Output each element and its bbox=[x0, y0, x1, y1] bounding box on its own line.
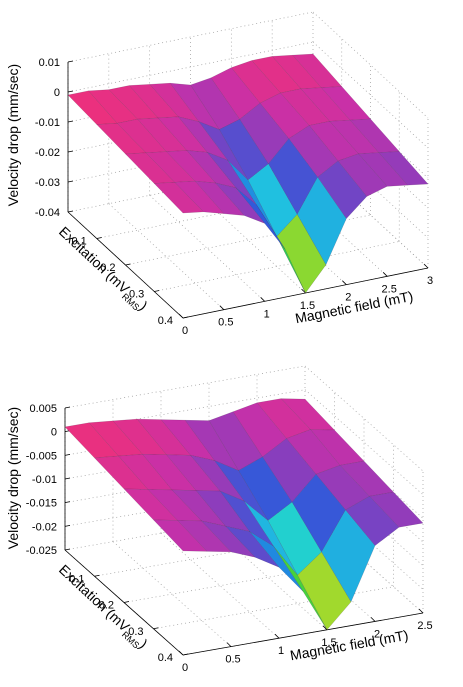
surface-patch bbox=[249, 531, 304, 592]
z-tick-label: -0.02 bbox=[32, 521, 57, 533]
y-tick bbox=[94, 574, 100, 577]
z-tick-label: -0.025 bbox=[26, 545, 57, 557]
surface-patch bbox=[345, 496, 400, 546]
z-tick-label: 0.005 bbox=[29, 403, 57, 415]
grid-line bbox=[64, 507, 306, 551]
x-tick bbox=[226, 642, 232, 647]
surface-patch bbox=[321, 509, 376, 603]
y-tick-label: 0.2 bbox=[100, 262, 115, 274]
y-tick bbox=[154, 290, 160, 292]
x-axis bbox=[182, 612, 424, 656]
grid-line bbox=[64, 436, 306, 480]
y-tick-label: 0.4 bbox=[158, 315, 173, 327]
z-tick-label: 0.01 bbox=[39, 57, 60, 69]
surface-chart: 0.005 0 -0.005 -0.01 -0.015 -0.02 -0.025 0 0.5 1 1… bbox=[5, 365, 433, 674]
x-tick-label: 0.5 bbox=[225, 654, 240, 666]
y-tick-label: 0.1 bbox=[69, 573, 84, 585]
x-tick-label: 1.5 bbox=[300, 300, 315, 312]
x-tick bbox=[178, 650, 184, 656]
x-tick bbox=[418, 608, 424, 614]
surface-chart: 0.01 0 -0.01 -0.02 -0.03 -0.04 0 0.5 1 1.5 2 2.5 3 0.… bbox=[5, 11, 433, 337]
z-tick-label: -0.04 bbox=[35, 207, 60, 219]
surface-patch bbox=[153, 519, 208, 552]
x-tick-label: 2 bbox=[345, 292, 351, 304]
z-tick bbox=[64, 524, 71, 527]
x-tick-label: 1 bbox=[278, 645, 284, 657]
y-axis-label-part: Excitation (mV bbox=[56, 561, 133, 635]
x-tick bbox=[342, 280, 347, 285]
surface-patch bbox=[276, 213, 327, 294]
grid-line bbox=[154, 241, 400, 292]
y-tick-label: 0.1 bbox=[71, 236, 86, 248]
y-tick-label: 0.4 bbox=[158, 652, 173, 664]
z-tick bbox=[67, 120, 74, 123]
x-tick bbox=[423, 263, 429, 269]
x-tick bbox=[301, 288, 306, 294]
z-tick bbox=[67, 60, 74, 63]
z-tick bbox=[67, 90, 74, 93]
x-tick bbox=[370, 617, 376, 622]
z-tick-label: 0 bbox=[51, 427, 57, 439]
y-tick bbox=[182, 653, 189, 656]
z-tick-label: -0.02 bbox=[35, 147, 60, 159]
grid-line bbox=[64, 483, 306, 527]
x-axis-label: Magnetic field (mT) bbox=[294, 288, 415, 327]
grid-line bbox=[123, 560, 365, 603]
z-tick-label: -0.01 bbox=[32, 474, 57, 486]
grid-line bbox=[67, 11, 314, 63]
x-tick bbox=[219, 305, 225, 310]
x-tick-label: 3 bbox=[427, 275, 433, 287]
x-tick-label: 1 bbox=[264, 308, 270, 320]
y-axis-label: Excitation (mVRMS) bbox=[54, 223, 151, 315]
x-tick-label: 1.5 bbox=[321, 637, 336, 649]
y-tick bbox=[123, 601, 130, 603]
x-tick bbox=[274, 633, 280, 639]
x-tick-label: 0 bbox=[182, 325, 188, 337]
x-tick bbox=[260, 297, 265, 302]
grid-line bbox=[64, 460, 306, 504]
y-tick-label: 0.3 bbox=[128, 626, 143, 638]
z-tick bbox=[64, 406, 71, 409]
z-axis-label: Velocity drop (mm/sec) bbox=[5, 64, 21, 206]
y-tick-label: 0.3 bbox=[129, 289, 144, 301]
z-tick bbox=[64, 453, 71, 456]
x-axis-label: Magnetic field (mT) bbox=[289, 627, 410, 664]
grid-line bbox=[67, 41, 314, 93]
y-axis-label: Excitation (mVRMS) bbox=[54, 561, 151, 653]
grid-line bbox=[94, 533, 335, 577]
surface-patch bbox=[297, 551, 352, 631]
z-tick bbox=[67, 150, 74, 153]
x-tick bbox=[322, 625, 328, 631]
y-tick bbox=[125, 263, 131, 266]
grid-line bbox=[64, 365, 306, 409]
y-tick bbox=[182, 316, 189, 319]
y-tick bbox=[96, 237, 102, 239]
y-tick bbox=[153, 627, 159, 630]
z-axis-label: Velocity drop (mm/sec) bbox=[5, 407, 21, 549]
z-tick bbox=[64, 477, 71, 480]
z-tick bbox=[64, 548, 71, 551]
y-axis-label-part: Excitation (mV bbox=[56, 223, 133, 297]
x-tick-label: 0 bbox=[182, 662, 188, 674]
x-tick bbox=[178, 313, 184, 319]
z-tick bbox=[67, 210, 74, 213]
x-tick-label: 2.5 bbox=[382, 283, 397, 295]
z-tick-label: 0 bbox=[54, 87, 60, 99]
x-tick-label: 2.5 bbox=[417, 620, 432, 632]
z-tick-label: -0.03 bbox=[35, 177, 60, 189]
x-tick bbox=[382, 272, 388, 277]
z-tick bbox=[67, 180, 74, 183]
z-tick-label: -0.005 bbox=[26, 450, 57, 462]
x-tick-label: 0.5 bbox=[218, 317, 233, 329]
z-tick bbox=[64, 501, 71, 504]
y-tick-label: 0.2 bbox=[99, 600, 114, 612]
grid-line bbox=[153, 586, 394, 630]
z-tick-label: -0.01 bbox=[35, 117, 60, 129]
z-tick-label: -0.015 bbox=[26, 498, 57, 510]
surface-patch bbox=[153, 182, 204, 214]
x-tick-label: 2 bbox=[374, 628, 380, 640]
